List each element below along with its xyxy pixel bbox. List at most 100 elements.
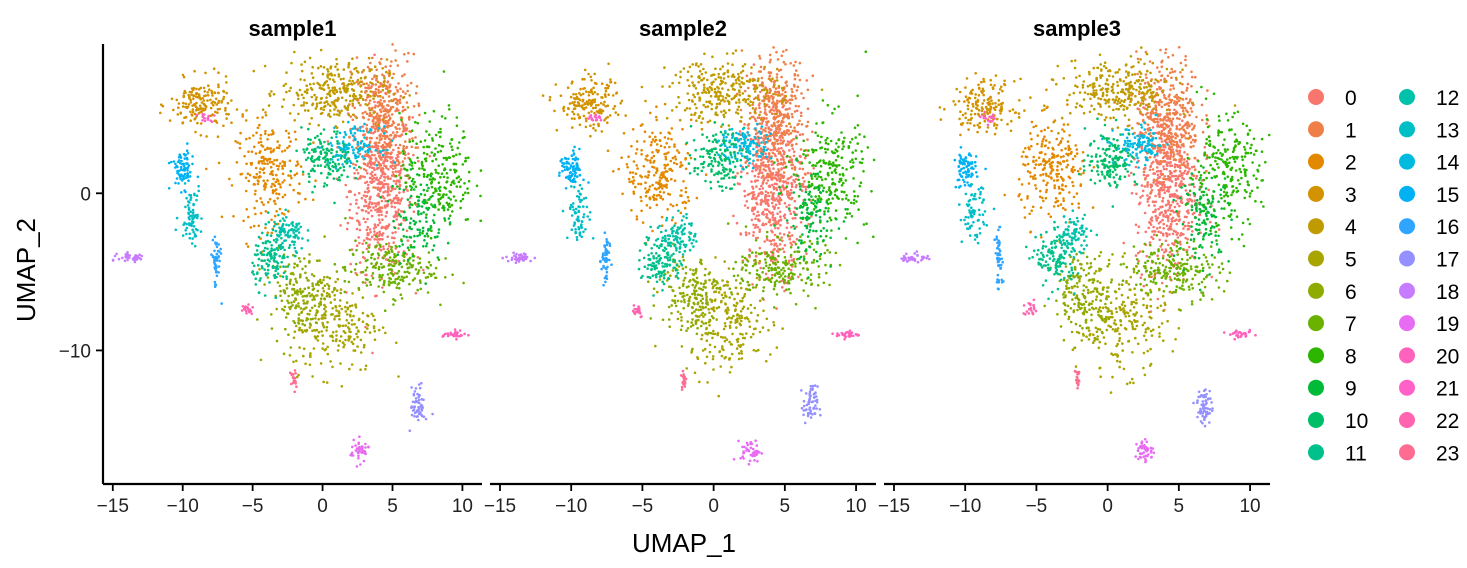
- cluster-point: [797, 105, 800, 108]
- cluster-point: [774, 219, 777, 222]
- cluster-point: [752, 234, 755, 237]
- cluster-point: [413, 394, 416, 397]
- cluster-point: [742, 65, 745, 68]
- cluster-point: [377, 241, 380, 244]
- cluster-point: [423, 239, 426, 242]
- cluster-point: [812, 74, 815, 77]
- cluster-point: [188, 194, 191, 197]
- cluster-point: [218, 265, 221, 268]
- cluster-point: [754, 218, 757, 221]
- cluster-point: [399, 135, 402, 138]
- cluster-point: [260, 359, 263, 362]
- cluster-point: [412, 409, 415, 412]
- cluster-point: [383, 160, 386, 163]
- cluster-point: [266, 138, 269, 141]
- cluster-point: [767, 164, 770, 167]
- cluster-point: [284, 149, 287, 152]
- cluster-point: [396, 286, 399, 289]
- cluster-point: [383, 284, 386, 287]
- cluster-point: [791, 185, 794, 188]
- cluster-point: [413, 223, 416, 226]
- cluster-point: [365, 99, 368, 102]
- cluster-point: [369, 62, 372, 65]
- cluster-point: [200, 134, 203, 137]
- cluster-point: [364, 446, 367, 449]
- cluster-point: [463, 182, 466, 185]
- cluster-point: [567, 108, 570, 111]
- cluster-point: [420, 408, 423, 411]
- cluster-point: [343, 147, 346, 150]
- cluster-point: [250, 313, 253, 316]
- cluster-point: [765, 117, 768, 120]
- cluster-point: [626, 166, 629, 169]
- cluster-point: [775, 113, 778, 116]
- cluster-point: [302, 299, 305, 302]
- cluster-point: [264, 294, 267, 297]
- cluster-point: [592, 107, 595, 110]
- cluster-point: [768, 91, 771, 94]
- cluster-point: [458, 141, 461, 144]
- cluster-point: [443, 207, 446, 210]
- cluster-point: [230, 99, 233, 102]
- cluster-point: [781, 120, 784, 123]
- cluster-point: [380, 210, 383, 213]
- cluster-point: [402, 147, 405, 150]
- cluster-point: [339, 154, 342, 157]
- cluster-point: [284, 328, 287, 331]
- cluster-point: [791, 91, 794, 94]
- cluster-point: [654, 136, 657, 139]
- cluster-point: [797, 123, 800, 126]
- cluster-point: [279, 294, 282, 297]
- cluster-point: [630, 145, 633, 148]
- cluster-point: [663, 191, 666, 194]
- cluster-point: [255, 167, 258, 170]
- cluster-point: [600, 112, 603, 115]
- cluster-point: [262, 145, 265, 148]
- cluster-point: [772, 167, 775, 170]
- cluster-point: [332, 90, 335, 93]
- cluster-point: [329, 109, 332, 112]
- cluster-point: [338, 318, 341, 321]
- cluster-point: [293, 337, 296, 340]
- cluster-point: [782, 141, 785, 144]
- cluster-point: [756, 159, 759, 162]
- cluster-point: [368, 144, 371, 147]
- cluster-point: [769, 88, 772, 91]
- cluster-point: [309, 322, 312, 325]
- cluster-point: [744, 63, 747, 66]
- cluster-point: [191, 155, 194, 158]
- cluster-point: [804, 173, 807, 176]
- cluster-point: [769, 240, 772, 243]
- cluster-point: [758, 214, 761, 217]
- cluster-point: [431, 195, 434, 198]
- cluster-point: [432, 192, 435, 195]
- cluster-point: [653, 194, 656, 197]
- cluster-point: [232, 215, 235, 218]
- cluster-point: [304, 363, 307, 366]
- cluster-point: [589, 124, 592, 127]
- cluster-point: [202, 107, 205, 110]
- cluster-point: [315, 336, 318, 339]
- cluster-point: [272, 131, 275, 134]
- cluster-point: [370, 115, 373, 118]
- cluster-point: [656, 204, 659, 207]
- cluster-point: [609, 78, 612, 81]
- cluster-point: [793, 85, 796, 88]
- cluster-point: [371, 166, 374, 169]
- cluster-point: [188, 208, 191, 211]
- cluster-point: [776, 163, 779, 166]
- cluster-point: [312, 199, 315, 202]
- cluster-point: [191, 242, 194, 245]
- cluster-point: [423, 173, 426, 176]
- cluster-point: [419, 220, 422, 223]
- cluster-point: [200, 230, 203, 233]
- cluster-point: [126, 259, 129, 262]
- cluster-point: [410, 246, 413, 249]
- cluster-point: [678, 151, 681, 154]
- cluster-point: [582, 93, 585, 96]
- cluster-point: [273, 225, 276, 228]
- cluster-point: [384, 251, 387, 254]
- cluster-point: [186, 162, 189, 165]
- cluster-point: [388, 284, 391, 287]
- cluster-point: [755, 224, 758, 227]
